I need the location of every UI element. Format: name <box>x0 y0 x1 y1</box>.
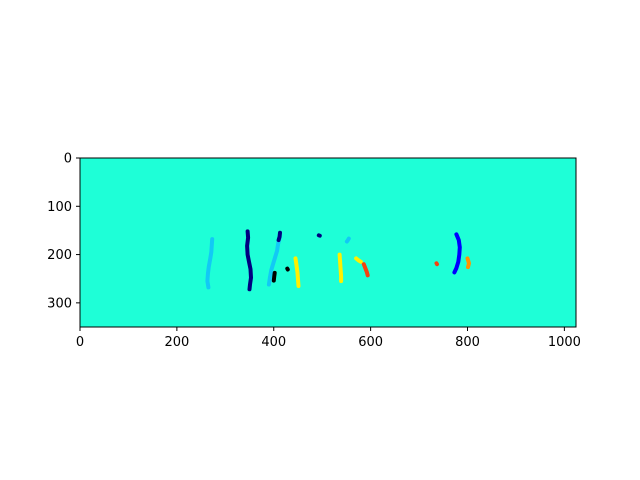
heatmap-background <box>80 158 576 327</box>
x-tick-label: 400 <box>261 335 286 350</box>
plot-area: 0 200 400 600 800 1000 0 100 200 300 <box>47 152 581 351</box>
x-tick-label: 1000 <box>548 335 581 350</box>
x-tick-label: 0 <box>76 335 84 350</box>
heatmap-region-12 <box>434 261 439 267</box>
y-tick-label: 100 <box>47 200 72 215</box>
x-axis: 0 200 400 600 800 1000 <box>76 327 581 350</box>
heatmap-region-9 <box>361 262 370 278</box>
x-tick-label: 200 <box>164 335 189 350</box>
y-axis: 0 100 200 300 <box>47 152 80 311</box>
heatmap-region-6 <box>337 252 344 284</box>
y-tick-label: 200 <box>47 248 72 263</box>
y-tick-label: 0 <box>64 152 72 167</box>
heatmap-region-1 <box>245 229 253 292</box>
heatmap-region-3 <box>276 230 282 243</box>
heatmap-region-8 <box>354 256 363 264</box>
heatmap-region-0 <box>205 237 215 290</box>
heatmap-region-11 <box>465 256 471 270</box>
heatmap-region-2 <box>266 235 282 287</box>
x-tick-label: 800 <box>455 335 480 350</box>
heatmap-region-10 <box>452 232 462 275</box>
heatmap-region-5 <box>293 256 301 288</box>
y-tick-label: 300 <box>47 296 72 311</box>
heatmap-region-7 <box>344 236 351 244</box>
heatmap-region-4 <box>271 270 277 283</box>
heatmap-regions <box>205 229 471 292</box>
x-tick-label: 600 <box>358 335 383 350</box>
heatmap-region-14 <box>285 266 290 272</box>
axes-frame <box>79 157 577 328</box>
